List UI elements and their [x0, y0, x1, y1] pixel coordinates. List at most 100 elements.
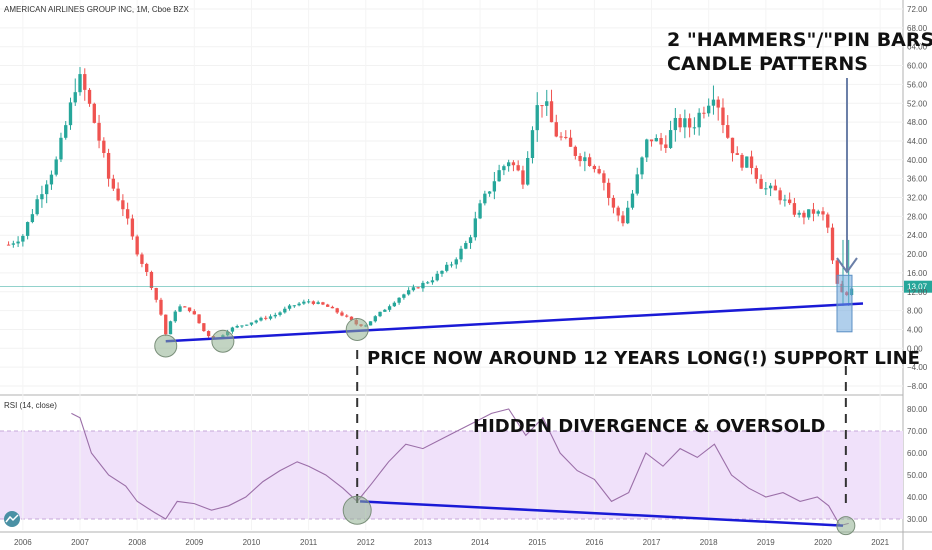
candle-body [811, 209, 816, 214]
candle-body [749, 156, 754, 169]
price-tick-label: 64.00 [907, 43, 928, 52]
candle-body [25, 222, 30, 236]
candle-body [111, 178, 116, 189]
candle-body [454, 259, 458, 265]
candle-body [178, 306, 182, 312]
candle-body [168, 321, 173, 335]
candle-body [735, 153, 739, 155]
candle-body [245, 324, 249, 326]
price-tick-label: 36.00 [907, 175, 928, 184]
time-tick-label: 2012 [357, 538, 375, 547]
time-tick-label: 2015 [528, 538, 546, 547]
candle-body [249, 322, 254, 325]
candle-body [149, 271, 154, 289]
candle-body [649, 139, 654, 142]
candle-body [530, 130, 535, 159]
price-tick-label: 44.00 [907, 137, 928, 146]
candle-body [564, 136, 568, 138]
price-marker-circle [211, 329, 235, 353]
rsi-tick-label: 60.00 [907, 449, 928, 458]
candle-body [287, 305, 292, 309]
candle-body [611, 197, 616, 208]
candle-body [730, 137, 735, 154]
candle-body [235, 326, 239, 328]
candle-body [659, 138, 663, 145]
price-marker-circle [154, 334, 178, 358]
price-tick-label: 8.00 [907, 307, 923, 316]
candle-body [297, 303, 301, 306]
candle-body [326, 304, 330, 307]
candle-body [502, 166, 506, 171]
candle-body [206, 331, 211, 337]
rsi-tick-label: 80.00 [907, 405, 928, 414]
candle-body [773, 185, 778, 191]
candle-body [807, 209, 811, 218]
candle-body [402, 294, 406, 298]
candle-body [140, 254, 144, 264]
candle-body [621, 215, 625, 224]
candle-body [397, 297, 401, 303]
candle-body [411, 287, 416, 291]
divergence-annotation: HIDDEN DIVERGENCE & OVERSOLD [473, 416, 825, 437]
rsi-marker-circle [342, 495, 372, 525]
candle-body [335, 308, 339, 313]
candle-body [230, 327, 235, 332]
candle-body [273, 314, 277, 317]
last-price-label: 13.07 [907, 283, 928, 292]
candle-body [40, 194, 44, 200]
time-tick-label: 2011 [300, 538, 318, 547]
candle-body [11, 243, 16, 245]
candle-body [783, 199, 787, 201]
rsi-title: RSI (14, close) [4, 401, 57, 410]
candle-body [721, 107, 725, 126]
candle-body [483, 193, 487, 204]
candle-body [640, 157, 644, 175]
candle-body [716, 99, 720, 108]
candle-body [607, 182, 611, 198]
candle-body [416, 287, 420, 289]
candle-body [449, 264, 454, 266]
candle-body [545, 101, 549, 106]
candle-body [487, 191, 492, 194]
price-tick-label: 4.00 [907, 325, 923, 334]
price-tick-label: 56.00 [907, 80, 928, 89]
hammers-annotation-line1: 2 "HAMMERS"/"PIN BARS" [667, 29, 932, 51]
price-tick-label: 20.00 [907, 250, 928, 259]
candle-body [792, 203, 797, 215]
candle-body [597, 169, 601, 174]
price-tick-label: 68.00 [907, 24, 928, 33]
candle-body [292, 305, 296, 307]
candle-body [373, 316, 377, 322]
candle-body [602, 173, 606, 183]
time-tick-label: 2017 [643, 538, 661, 547]
candle-body [311, 301, 316, 304]
candle-body [768, 185, 773, 189]
candle-body [578, 155, 582, 162]
candle-body [759, 178, 763, 189]
candle-body [573, 146, 577, 156]
candle-body [345, 315, 349, 317]
symbol-title: AMERICAN AIRLINES GROUP INC, 1M, Cboe BZ… [4, 5, 189, 14]
candle-body [635, 174, 639, 194]
candle-body [554, 122, 558, 137]
candle-body [59, 137, 63, 160]
candle-body [678, 117, 682, 128]
candle-body [535, 105, 539, 131]
candle-body [159, 299, 163, 315]
candle-body [54, 159, 58, 175]
candle-body [692, 127, 697, 129]
candle-body [240, 325, 244, 327]
candle-body [387, 306, 392, 310]
candle-body [106, 152, 111, 179]
candle-body [302, 301, 306, 304]
candle-body [778, 190, 782, 201]
candle-body [121, 200, 125, 210]
candle-body [102, 140, 106, 153]
rsi-band [0, 431, 903, 519]
candle-body [616, 207, 620, 216]
candle-body [754, 168, 758, 179]
candle-body [583, 157, 587, 162]
price-tick-label: 72.00 [907, 5, 928, 14]
candle-body [687, 118, 692, 128]
